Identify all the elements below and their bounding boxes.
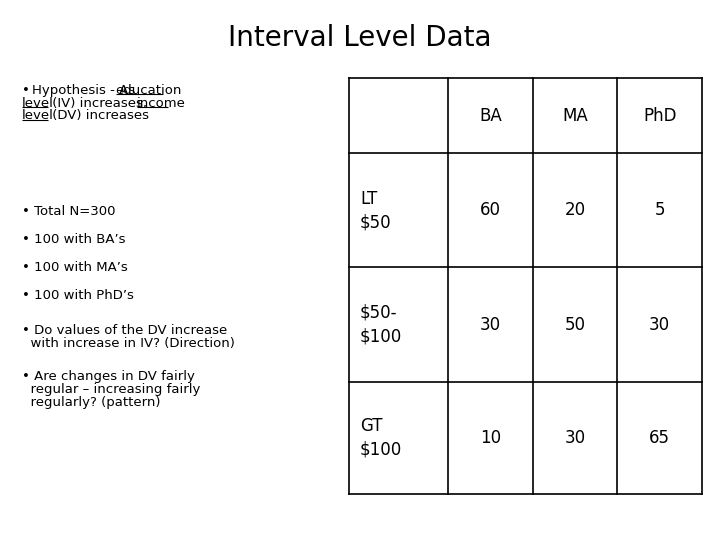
Text: • 100 with BA’s: • 100 with BA’s bbox=[22, 233, 125, 246]
Text: level: level bbox=[22, 109, 53, 123]
Text: level: level bbox=[22, 97, 53, 110]
Text: PhD: PhD bbox=[643, 107, 676, 125]
Text: •: • bbox=[22, 84, 34, 97]
Text: (DV) increases: (DV) increases bbox=[48, 109, 149, 123]
Text: 30: 30 bbox=[480, 316, 501, 334]
Text: 10: 10 bbox=[480, 429, 501, 447]
Text: Interval Level Data: Interval Level Data bbox=[228, 24, 492, 52]
Text: $50-
$100: $50- $100 bbox=[360, 304, 402, 346]
Text: Hypothesis - As: Hypothesis - As bbox=[32, 84, 140, 97]
Text: education: education bbox=[116, 84, 182, 97]
Text: 5: 5 bbox=[654, 201, 665, 219]
Text: LT
$50: LT $50 bbox=[360, 190, 392, 231]
Text: 20: 20 bbox=[564, 201, 585, 219]
Text: regular – increasing fairly: regular – increasing fairly bbox=[22, 383, 200, 396]
Text: 65: 65 bbox=[649, 429, 670, 447]
Text: income: income bbox=[137, 97, 186, 110]
Text: GT
$100: GT $100 bbox=[360, 417, 402, 459]
Text: 30: 30 bbox=[564, 429, 585, 447]
Text: 30: 30 bbox=[649, 316, 670, 334]
Text: MA: MA bbox=[562, 107, 588, 125]
Text: regularly? (pattern): regularly? (pattern) bbox=[22, 395, 160, 409]
Text: • Are changes in DV fairly: • Are changes in DV fairly bbox=[22, 370, 194, 383]
Text: 60: 60 bbox=[480, 201, 501, 219]
Text: • Total N=300: • Total N=300 bbox=[22, 205, 115, 218]
Text: with increase in IV? (Direction): with increase in IV? (Direction) bbox=[22, 337, 235, 350]
Text: 50: 50 bbox=[564, 316, 585, 334]
Text: • Do values of the DV increase: • Do values of the DV increase bbox=[22, 324, 227, 337]
Text: (IV) increases,: (IV) increases, bbox=[48, 97, 151, 110]
Text: • 100 with MA’s: • 100 with MA’s bbox=[22, 261, 127, 274]
Text: • 100 with PhD’s: • 100 with PhD’s bbox=[22, 289, 133, 302]
Text: BA: BA bbox=[479, 107, 502, 125]
